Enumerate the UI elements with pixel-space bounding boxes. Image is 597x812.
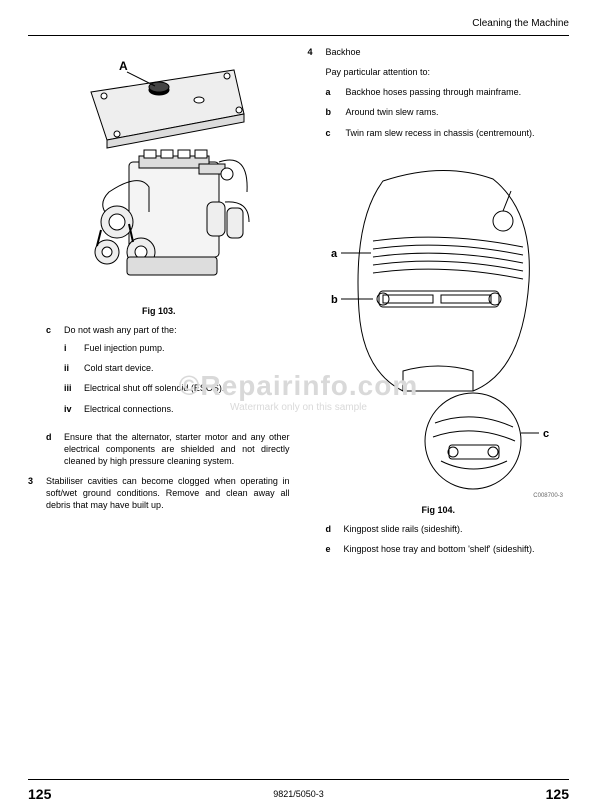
callout-label-a: a [331, 248, 338, 260]
list-intro: Pay particular attention to: [326, 66, 570, 78]
sub-item-a: a Backhoe hoses passing through mainfram… [326, 86, 570, 98]
figure-code: C008700-3 [533, 493, 563, 499]
sub-text: Electrical shut off solenoid (ESOS). [84, 382, 290, 394]
figure-103-caption: Fig 103. [28, 306, 290, 316]
callout-label-b: b [331, 294, 338, 306]
right-column: 4 Backhoe Pay particular attention to: a… [308, 46, 570, 779]
list-item-c: c Do not wash any part of the: i Fuel in… [28, 324, 290, 423]
list-text: Kingpost hose tray and bottom 'shelf' (s… [344, 543, 570, 555]
figure-104: a b c C008700-3 [308, 161, 570, 501]
backhoe-diagram-icon: a b c [323, 161, 553, 501]
sub-marker: ii [64, 362, 84, 374]
left-column: A [28, 46, 290, 779]
sub-marker: iv [64, 403, 84, 415]
callout-label-c: c [543, 428, 549, 440]
sub-text: Fuel injection pump. [84, 342, 290, 354]
sub-marker: iii [64, 382, 84, 394]
sub-item-iv: iv Electrical connections. [64, 403, 290, 415]
list-text: Ensure that the alternator, starter moto… [64, 431, 290, 467]
sub-item-ii: ii Cold start device. [64, 362, 290, 374]
footer-doc-code: 9821/5050-3 [273, 789, 324, 799]
list-marker: 3 [28, 475, 46, 511]
sub-marker: i [64, 342, 84, 354]
page-number-left: 125 [28, 786, 51, 802]
sub-text: Electrical connections. [84, 403, 290, 415]
list-text: Do not wash any part of the: [64, 324, 290, 336]
list-text: Stabiliser cavities can become clogged w… [46, 475, 290, 511]
list-item-3: 3 Stabiliser cavities can become clogged… [28, 475, 290, 511]
sub-text: Around twin slew rams. [346, 106, 570, 118]
sub-marker: c [326, 127, 346, 139]
page-footer: 125 9821/5050-3 125 [28, 779, 569, 812]
sub-item-c: c Twin ram slew recess in chassis (centr… [326, 127, 570, 139]
page-number-right: 125 [546, 786, 569, 802]
sub-item-iii: iii Electrical shut off solenoid (ESOS). [64, 382, 290, 394]
sub-marker: a [326, 86, 346, 98]
header-divider [28, 35, 569, 36]
list-marker: d [46, 431, 64, 467]
list-item-4: 4 Backhoe Pay particular attention to: a… [308, 46, 570, 147]
sub-item-i: i Fuel injection pump. [64, 342, 290, 354]
sub-text: Cold start device. [84, 362, 290, 374]
list-marker: c [46, 324, 64, 423]
list-item-d-right: d Kingpost slide rails (sideshift). [308, 523, 570, 535]
list-marker: 4 [308, 46, 326, 147]
list-text: Kingpost slide rails (sideshift). [344, 523, 570, 535]
list-item-d: d Ensure that the alternator, starter mo… [28, 431, 290, 467]
sub-marker: b [326, 106, 346, 118]
sub-text: Backhoe hoses passing through mainframe. [346, 86, 570, 98]
sub-text: Twin ram slew recess in chassis (centrem… [346, 127, 570, 139]
engine-diagram-icon: A [49, 52, 269, 302]
figure-103: A [28, 52, 290, 302]
list-marker: d [326, 523, 344, 535]
page-header-title: Cleaning the Machine [28, 18, 569, 29]
list-title: Backhoe [326, 46, 570, 58]
sub-item-b: b Around twin slew rams. [326, 106, 570, 118]
figure-104-caption: Fig 104. [308, 505, 570, 515]
list-item-e-right: e Kingpost hose tray and bottom 'shelf' … [308, 543, 570, 555]
callout-label-a: A [119, 59, 128, 73]
list-marker: e [326, 543, 344, 555]
